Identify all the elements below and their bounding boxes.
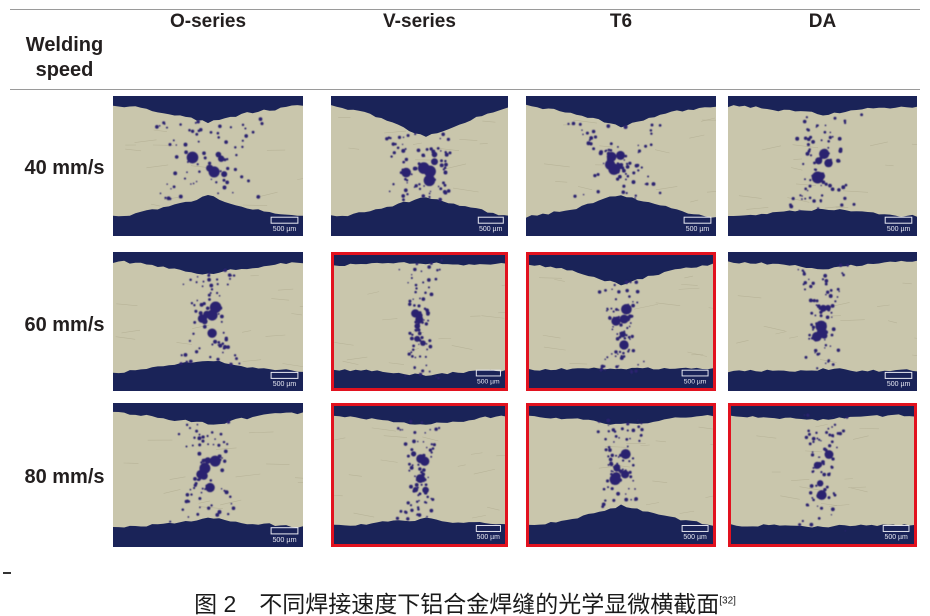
svg-text:500 µm: 500 µm [273,381,297,388]
svg-text:500 µm: 500 µm [272,535,296,544]
svg-text:500 µm: 500 µm [887,381,911,388]
svg-text:500 µm: 500 µm [683,534,707,541]
svg-text:500 µm: 500 µm [885,534,909,541]
svg-text:500 µm: 500 µm [686,226,710,233]
svg-text:500 µm: 500 µm [477,534,501,541]
svg-text:500 µm: 500 µm [684,378,707,385]
svg-text:500 µm: 500 µm [479,226,503,233]
svg-text:500 µm: 500 µm [477,378,500,385]
svg-text:500 µm: 500 µm [887,226,911,233]
svg-text:500 µm: 500 µm [273,226,297,233]
